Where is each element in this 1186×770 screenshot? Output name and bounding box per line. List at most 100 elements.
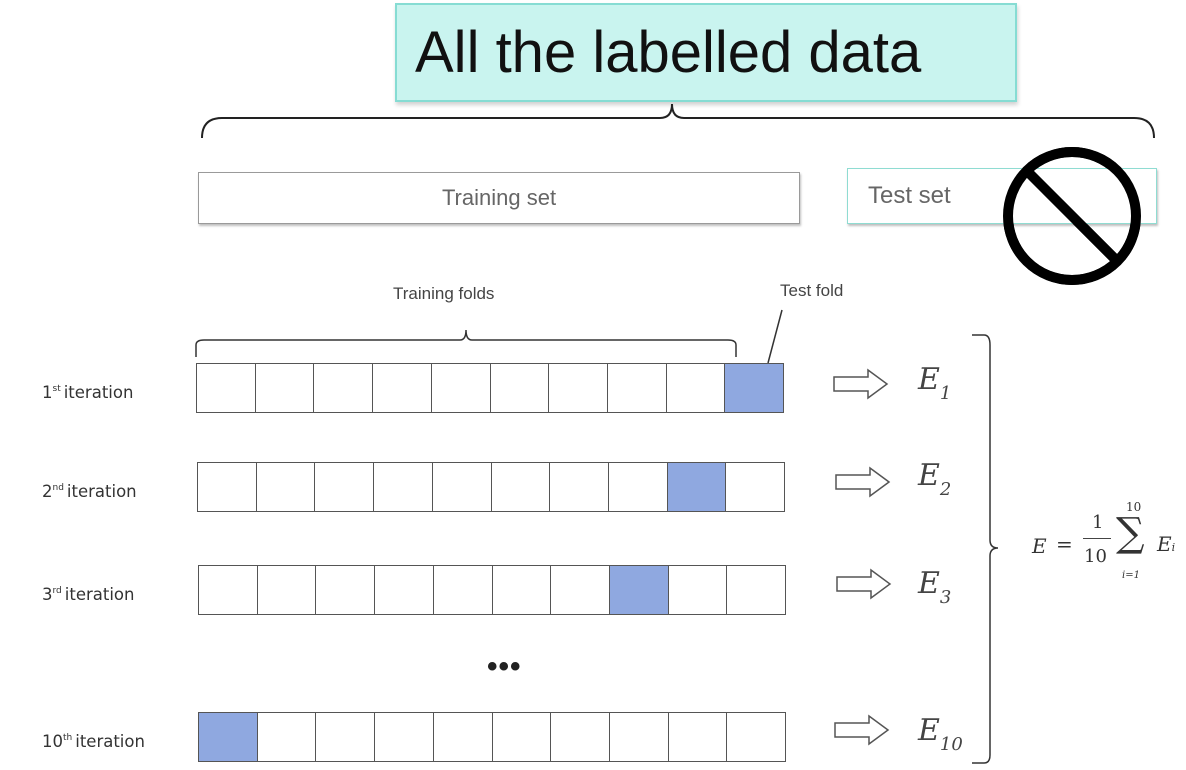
iteration-label-1: 1st iteration xyxy=(42,383,133,402)
ellipsis: ••• xyxy=(487,650,522,683)
test-fold-cell xyxy=(198,712,258,762)
sum-upper: 10 xyxy=(1126,500,1142,514)
title-text: All the labelled data xyxy=(415,20,922,85)
training-fold-cell xyxy=(255,462,316,512)
formula-lhs: E xyxy=(1032,534,1047,558)
iteration-label-3: 3rd iteration xyxy=(42,585,134,604)
training-set-box: Training set xyxy=(198,172,800,224)
training-fold-cell xyxy=(548,363,609,413)
training-fold-cell xyxy=(374,712,435,762)
training-fold-cell xyxy=(725,462,786,512)
error-label-3: E3 xyxy=(918,566,951,608)
arrow-icon xyxy=(834,714,890,746)
iteration-label-10: 10th iteration xyxy=(42,732,145,751)
training-set-label: Training set xyxy=(441,185,557,210)
iteration-suffix: st xyxy=(52,384,61,394)
arrow-icon xyxy=(833,368,889,400)
training-fold-cell xyxy=(256,712,317,762)
formula-denominator: 10 xyxy=(1084,546,1107,567)
training-fold-cell xyxy=(489,363,550,413)
training-fold-cell xyxy=(608,712,669,762)
folds-row-10 xyxy=(198,712,787,762)
test-fold-pointer xyxy=(767,309,783,364)
training-fold-cell xyxy=(667,565,728,615)
iteration-num: 1 xyxy=(42,383,53,402)
training-fold-cell xyxy=(607,462,668,512)
training-fold-cell xyxy=(313,363,374,413)
error-symbol: E xyxy=(918,713,940,748)
training-fold-cell xyxy=(197,462,257,512)
iteration-num: 3 xyxy=(42,585,53,604)
term-subscript: i xyxy=(1171,541,1176,554)
training-fold-cell xyxy=(198,565,258,615)
training-fold-cell xyxy=(549,462,610,512)
training-fold-cell xyxy=(665,363,726,413)
test-fold-cell xyxy=(608,565,669,615)
training-fold-cell xyxy=(315,565,376,615)
test-fold-cell xyxy=(666,462,727,512)
iteration-suffix: th xyxy=(63,733,73,743)
training-fold-cell xyxy=(606,363,667,413)
error-subscript: 2 xyxy=(939,479,952,500)
aggregate-bracket xyxy=(972,334,999,764)
training-fold-cell xyxy=(315,712,376,762)
iteration-suffix: nd xyxy=(52,483,64,493)
training-fold-cell xyxy=(550,565,611,615)
error-symbol: E xyxy=(918,362,940,397)
training-fold-cell xyxy=(491,712,552,762)
training-fold-cell xyxy=(431,462,492,512)
training-folds-bracket xyxy=(195,329,737,357)
folds-row-1 xyxy=(196,363,785,413)
arrow-icon xyxy=(835,466,891,498)
iteration-suffix: rd xyxy=(52,586,62,596)
training-fold-cell xyxy=(196,363,256,413)
training-fold-cell xyxy=(550,712,611,762)
training-fold-cell xyxy=(432,565,493,615)
training-fold-cell xyxy=(372,363,433,413)
term-symbol: E xyxy=(1157,532,1172,556)
all-data-bracket xyxy=(201,103,1155,139)
formula-term: Ei xyxy=(1157,532,1175,556)
iteration-num: 10 xyxy=(42,732,63,751)
training-fold-cell xyxy=(432,712,493,762)
training-folds-label: Training folds xyxy=(393,284,495,303)
training-fold-cell xyxy=(726,712,787,762)
fraction-bar xyxy=(1083,538,1111,539)
sigma-symbol: ∑ xyxy=(1116,510,1145,556)
training-fold-cell xyxy=(374,565,435,615)
test-fold-cell xyxy=(724,363,785,413)
formula-equals: = xyxy=(1056,532,1073,556)
iteration-label-2: 2nd iteration xyxy=(42,482,137,501)
error-label-10: E10 xyxy=(918,713,963,755)
error-label-1: E1 xyxy=(918,362,951,404)
training-fold-cell xyxy=(373,462,434,512)
error-subscript: 10 xyxy=(939,734,963,755)
average-error-formula: E = 1 10 10 ∑ i=1 Ei xyxy=(1030,500,1180,600)
test-set-box: Test set xyxy=(847,168,1157,224)
sum-lower: i=1 xyxy=(1122,570,1140,581)
training-fold-cell xyxy=(667,712,728,762)
title-box: All the labelled data xyxy=(395,3,1017,102)
test-set-label: Test set xyxy=(868,182,951,209)
iteration-text: iteration xyxy=(64,585,135,604)
training-fold-cell xyxy=(490,462,551,512)
error-subscript: 1 xyxy=(939,383,952,404)
iteration-text: iteration xyxy=(63,383,134,402)
folds-row-2 xyxy=(197,462,786,512)
arrow-icon xyxy=(836,568,892,600)
training-fold-cell xyxy=(314,462,375,512)
error-subscript: 3 xyxy=(939,587,952,608)
training-fold-cell xyxy=(254,363,315,413)
test-fold-label: Test fold xyxy=(780,281,844,300)
error-label-2: E2 xyxy=(918,458,951,500)
formula-numerator: 1 xyxy=(1092,512,1104,533)
error-symbol: E xyxy=(918,458,940,493)
iteration-num: 2 xyxy=(42,482,53,501)
error-symbol: E xyxy=(918,566,940,601)
iteration-text: iteration xyxy=(75,732,145,751)
iteration-text: iteration xyxy=(66,482,137,501)
training-fold-cell xyxy=(256,565,317,615)
training-fold-cell xyxy=(491,565,552,615)
folds-row-3 xyxy=(198,565,787,615)
training-fold-cell xyxy=(430,363,491,413)
